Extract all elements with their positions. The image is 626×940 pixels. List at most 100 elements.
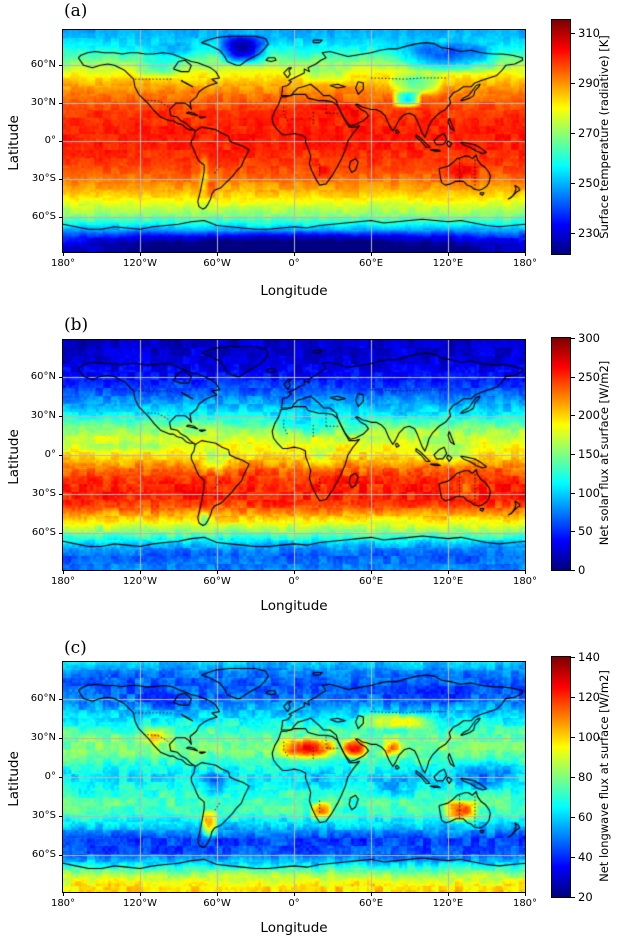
heatmap-canvas xyxy=(63,662,525,892)
y-tick-label: 60°S xyxy=(31,527,56,539)
panel-letter: (b) xyxy=(64,315,89,335)
colorbar xyxy=(551,656,571,898)
x-tick-label: 120°E xyxy=(432,576,464,587)
x-axis-tick xyxy=(448,253,449,256)
x-tick-label: 180° xyxy=(512,898,538,909)
y-tick-label: 60°N xyxy=(30,692,56,704)
x-tick-label: 180° xyxy=(50,898,76,909)
map-area xyxy=(62,29,526,253)
colorbar-tick xyxy=(571,232,575,234)
x-axis-tick xyxy=(371,253,372,256)
x-axis-tick xyxy=(63,893,64,896)
x-tick-label: 120°W xyxy=(123,576,157,587)
colorbar-tick-label: 20 xyxy=(578,890,593,904)
colorbar-tick-label: 80 xyxy=(578,770,593,784)
colorbar-tick xyxy=(571,415,575,417)
colorbar-tick xyxy=(571,133,575,134)
colorbar-tick-label: 60 xyxy=(578,810,593,824)
panel-c: (c) Latitude Longitude Net longwave flux… xyxy=(0,632,626,940)
x-tick-label: 60°W xyxy=(203,576,231,587)
y-axis-label: Latitude xyxy=(6,115,22,171)
panel-letter: (c) xyxy=(64,638,87,658)
colorbar-tick-label: 50 xyxy=(578,524,593,539)
x-tick-label: 60°E xyxy=(358,898,384,909)
x-tick-label: 120°W xyxy=(123,258,157,269)
x-tick-label: 180° xyxy=(50,576,76,587)
colorbar-tick xyxy=(571,376,575,378)
map-area xyxy=(62,339,526,571)
y-tick-label: 60°N xyxy=(30,59,56,71)
colorbar-tick xyxy=(571,570,575,571)
x-tick-label: 120°E xyxy=(432,258,464,269)
x-tick-label: 180° xyxy=(512,258,538,269)
colorbar-tick xyxy=(571,897,575,898)
x-axis-tick xyxy=(525,893,526,896)
colorbar-tick xyxy=(571,817,575,818)
y-axis-label: Latitude xyxy=(6,751,22,807)
x-axis-tick xyxy=(140,893,141,896)
colorbar-tick xyxy=(571,531,575,533)
x-tick-label: 120°W xyxy=(123,898,157,909)
colorbar-tick xyxy=(571,454,575,455)
x-tick-label: 60°E xyxy=(358,576,384,587)
colorbar xyxy=(551,337,571,571)
colorbar-tick xyxy=(571,657,575,658)
heatmap-canvas xyxy=(63,340,525,570)
x-axis-label: Longitude xyxy=(260,920,328,936)
x-axis-tick xyxy=(294,893,295,896)
x-tick-label: 0° xyxy=(288,258,300,269)
x-tick-label: 0° xyxy=(288,576,300,587)
colorbar-tick-label: 40 xyxy=(578,850,593,864)
heatmap-canvas xyxy=(63,30,525,252)
x-axis-tick xyxy=(217,253,218,256)
colorbar-label: Net longwave flux at surface [W/m2] xyxy=(597,670,611,882)
map-area xyxy=(62,661,526,893)
x-tick-label: 180° xyxy=(50,258,76,269)
panel-b: (b) Latitude Longitude Net solar flux at… xyxy=(0,310,626,632)
x-tick-label: 120°E xyxy=(432,898,464,909)
x-axis-tick xyxy=(63,253,64,256)
x-axis-tick xyxy=(525,253,526,256)
x-axis-tick xyxy=(448,893,449,896)
x-axis-tick xyxy=(63,571,64,574)
colorbar-tick xyxy=(571,83,575,85)
colorbar-tick xyxy=(571,697,575,698)
colorbar-tick xyxy=(571,338,575,339)
x-tick-label: 60°W xyxy=(203,258,231,269)
panel-letter: (a) xyxy=(64,1,88,21)
x-axis-tick xyxy=(217,893,218,896)
colorbar-canvas xyxy=(552,657,570,897)
colorbar-tick xyxy=(571,492,575,494)
colorbar-label: Net solar flux at surface [W/m2] xyxy=(597,360,611,546)
y-tick-label: 60°N xyxy=(30,370,56,382)
colorbar-canvas xyxy=(552,338,570,570)
y-tick-label: 60°S xyxy=(31,210,56,222)
colorbar-label: Surface temperature (radiative) [K] xyxy=(597,35,611,239)
colorbar-tick xyxy=(571,33,575,35)
colorbar-tick-label: 300 xyxy=(578,331,600,345)
x-axis-tick xyxy=(448,571,449,574)
colorbar-tick xyxy=(571,857,575,858)
x-tick-label: 60°W xyxy=(203,898,231,909)
colorbar-tick-label: 0 xyxy=(578,563,586,577)
panel-a: (a) Latitude Longitude Surface temperatu… xyxy=(0,0,626,310)
x-axis-tick xyxy=(371,571,372,574)
colorbar-canvas xyxy=(552,20,570,254)
x-axis-tick xyxy=(217,571,218,574)
y-axis-label: Latitude xyxy=(6,429,22,485)
colorbar xyxy=(551,19,571,255)
x-tick-label: 60°E xyxy=(358,258,384,269)
colorbar-tick-label: 140 xyxy=(578,650,600,664)
colorbar-tick xyxy=(571,777,575,778)
x-axis-tick xyxy=(371,893,372,896)
y-tick-label: 60°S xyxy=(31,849,56,861)
colorbar-tick xyxy=(571,182,575,184)
x-axis-tick xyxy=(525,571,526,574)
colorbar-tick xyxy=(571,737,575,738)
x-axis-label: Longitude xyxy=(260,283,328,299)
x-axis-label: Longitude xyxy=(260,598,328,614)
x-tick-label: 0° xyxy=(288,898,300,909)
x-axis-tick xyxy=(294,571,295,574)
x-axis-tick xyxy=(140,253,141,256)
